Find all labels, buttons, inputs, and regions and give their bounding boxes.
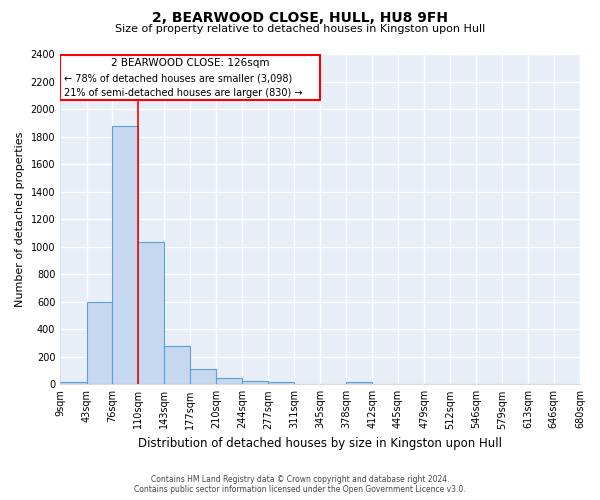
Bar: [112, 126, 139, 384]
Bar: [86, 302, 112, 384]
Bar: [190, 369, 216, 384]
Text: ← 78% of detached houses are smaller (3,098): ← 78% of detached houses are smaller (3,…: [64, 74, 292, 84]
Text: Contains HM Land Registry data © Crown copyright and database right 2024.
Contai: Contains HM Land Registry data © Crown c…: [134, 474, 466, 494]
Bar: [60, 382, 86, 384]
Bar: [139, 242, 164, 384]
X-axis label: Distribution of detached houses by size in Kingston upon Hull: Distribution of detached houses by size …: [138, 437, 502, 450]
Y-axis label: Number of detached properties: Number of detached properties: [15, 132, 25, 307]
Bar: [346, 382, 373, 384]
Bar: [216, 378, 242, 384]
Text: 2 BEARWOOD CLOSE: 126sqm: 2 BEARWOOD CLOSE: 126sqm: [111, 58, 269, 68]
Bar: [242, 381, 268, 384]
Bar: [268, 382, 294, 384]
Bar: [164, 346, 190, 385]
Text: 2, BEARWOOD CLOSE, HULL, HU8 9FH: 2, BEARWOOD CLOSE, HULL, HU8 9FH: [152, 11, 448, 25]
FancyBboxPatch shape: [60, 56, 320, 100]
Text: 21% of semi-detached houses are larger (830) →: 21% of semi-detached houses are larger (…: [64, 88, 302, 98]
Text: Size of property relative to detached houses in Kingston upon Hull: Size of property relative to detached ho…: [115, 24, 485, 34]
